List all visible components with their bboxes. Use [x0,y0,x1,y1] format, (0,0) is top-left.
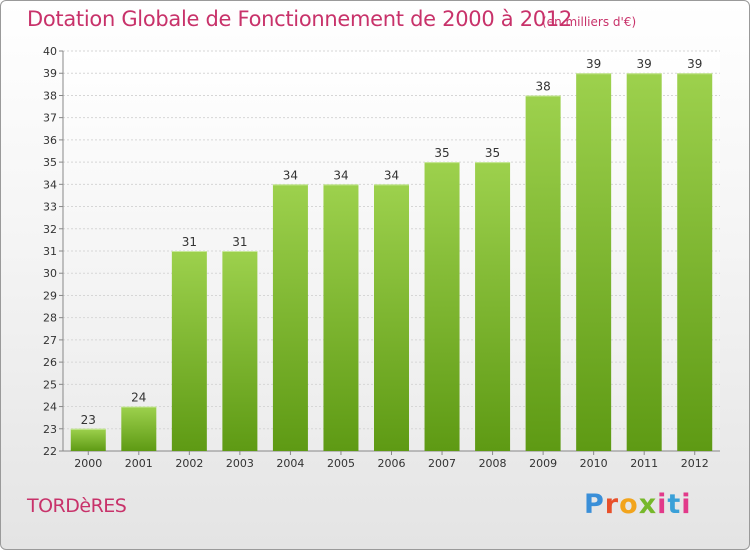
bars [70,73,713,452]
y-tick-label: 22 [43,445,57,458]
y-tick-label: 40 [43,45,57,58]
bar-2012 [677,73,713,451]
y-tick-label: 26 [43,356,57,369]
bar-2002 [171,251,207,451]
data-label: 39 [637,57,652,71]
y-tick-label: 39 [43,67,57,80]
data-label: 35 [485,146,500,160]
y-tick-label: 36 [43,134,57,147]
proxiti-logo: Proxiti [584,489,692,520]
data-label: 23 [81,413,96,427]
data-label: 24 [131,391,146,405]
x-tick-label: 2004 [276,457,304,470]
y-tick-label: 27 [43,334,57,347]
data-label: 39 [687,57,702,71]
y-tick-label: 29 [43,289,57,302]
bar-2010 [576,73,612,451]
bar-2003 [222,251,258,451]
x-tick-label: 2005 [327,457,355,470]
y-tick-label: 35 [43,156,57,169]
data-labels: 23 24 31 31 34 34 34 35 35 38 39 39 39 [81,57,703,427]
bar-2000 [70,428,106,451]
x-tick-label: 2002 [175,457,203,470]
x-tick-label: 2006 [378,457,406,470]
y-tick-label: 32 [43,223,57,236]
y-tick-label: 24 [43,401,57,414]
x-tick-label: 2012 [681,457,709,470]
y-tick-label: 34 [43,178,57,191]
bar-2008 [475,162,511,451]
x-tick-label: 2001 [125,457,153,470]
y-tick-label: 23 [43,423,57,436]
data-label: 35 [434,146,449,160]
data-label: 39 [586,57,601,71]
y-tick-label: 30 [43,267,57,280]
bar-2004 [272,184,308,452]
data-label: 34 [384,168,399,182]
x-tick-label: 2008 [479,457,507,470]
x-tick-label: 2007 [428,457,456,470]
bar-2006 [374,184,409,452]
x-tick-label: 2003 [226,457,254,470]
x-tick-label: 2000 [74,457,102,470]
bar-2011 [626,73,662,451]
y-tick-label: 25 [43,378,57,391]
y-tick-label: 33 [43,201,57,214]
bar-2005 [323,184,359,452]
chart-subtitle: (en milliers d'€) [542,15,637,29]
commune-name: TORDèRES [27,495,127,517]
x-tick-label: 2010 [580,457,608,470]
y-axis-labels: 22 23 24 25 26 27 28 29 30 31 32 33 34 35 36 37 38 39 40 [43,45,57,458]
y-tick-label: 31 [43,245,57,258]
y-tick-label: 38 [43,89,57,102]
bar-2009 [525,95,561,451]
x-tick-label: 2011 [630,457,658,470]
x-tick-label: 2009 [529,457,557,470]
data-label: 38 [535,79,550,93]
y-tick-label: 37 [43,112,57,125]
data-label: 34 [283,168,298,182]
data-label: 31 [182,235,197,249]
bar-2007 [424,162,460,451]
y-tick-label: 28 [43,312,57,325]
data-label: 31 [232,235,247,249]
data-label: 34 [333,168,348,182]
bar-2001 [121,406,157,451]
x-axis-labels: 2000 2001 2002 2003 2004 2005 2006 2007 2008 2009… [74,457,708,470]
chart-title: Dotation Globale de Fonctionnement de 20… [27,7,572,31]
